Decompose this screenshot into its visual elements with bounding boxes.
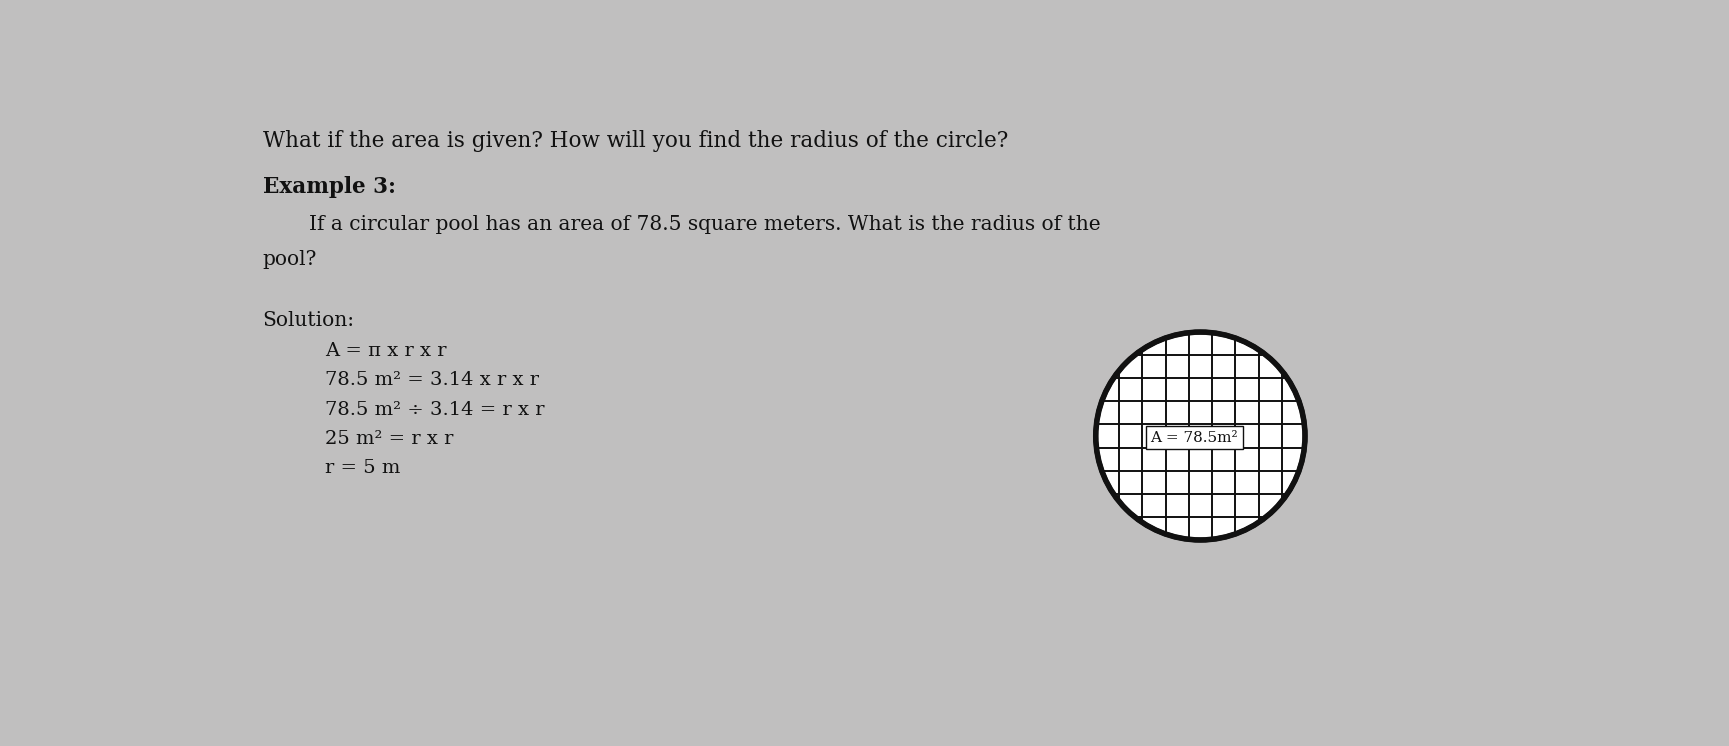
Text: What if the area is given? How will you find the radius of the circle?: What if the area is given? How will you …	[263, 130, 1008, 151]
Text: Example 3:: Example 3:	[263, 176, 396, 198]
Text: 25 m² = r x r: 25 m² = r x r	[325, 430, 453, 448]
Text: pool?: pool?	[263, 250, 316, 269]
Text: A = π x r x r: A = π x r x r	[325, 342, 446, 360]
Text: A = 78.5m²: A = 78.5m²	[1150, 430, 1238, 445]
Text: 78.5 m² = 3.14 x r x r: 78.5 m² = 3.14 x r x r	[325, 372, 539, 389]
Text: 78.5 m² ÷ 3.14 = r x r: 78.5 m² ÷ 3.14 = r x r	[325, 401, 545, 419]
Text: r = 5 m: r = 5 m	[325, 459, 399, 477]
Text: If a circular pool has an area of 78.5 square meters. What is the radius of the: If a circular pool has an area of 78.5 s…	[309, 215, 1101, 234]
Circle shape	[1096, 332, 1305, 540]
Text: Solution:: Solution:	[263, 311, 354, 330]
